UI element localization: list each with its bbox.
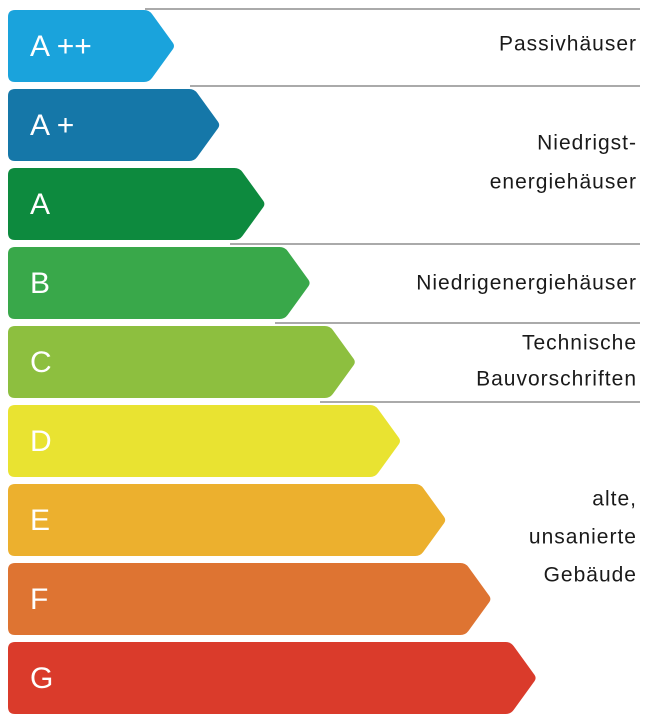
class-label: A ++ xyxy=(30,30,92,63)
group-description: unsanierte xyxy=(529,526,637,549)
class-label: B xyxy=(30,267,50,300)
class-label: D xyxy=(30,425,52,458)
group-description: Niedrigst- xyxy=(537,132,637,155)
class-label: F xyxy=(30,583,48,616)
class-label: G xyxy=(30,662,53,695)
class-bar xyxy=(8,168,265,240)
class-bar xyxy=(8,326,355,398)
group-description: Gebäude xyxy=(544,564,637,587)
class-bar xyxy=(8,89,220,161)
class-bar xyxy=(8,247,310,319)
class-bar xyxy=(8,642,536,714)
group-description: alte, xyxy=(592,488,637,511)
class-bar xyxy=(8,10,174,82)
group-description: Technische xyxy=(522,332,637,355)
class-bar xyxy=(8,484,446,556)
class-label: A xyxy=(30,188,50,221)
class-bar xyxy=(8,563,491,635)
group-description: Niedrigenergiehäuser xyxy=(416,272,637,295)
class-label: E xyxy=(30,504,50,537)
class-label: A + xyxy=(30,109,74,142)
class-bar xyxy=(8,405,400,477)
group-description: Passivhäuser xyxy=(499,33,637,56)
group-description: Bauvorschriften xyxy=(476,368,637,391)
group-description: energiehäuser xyxy=(490,171,637,194)
class-label: C xyxy=(30,346,52,379)
